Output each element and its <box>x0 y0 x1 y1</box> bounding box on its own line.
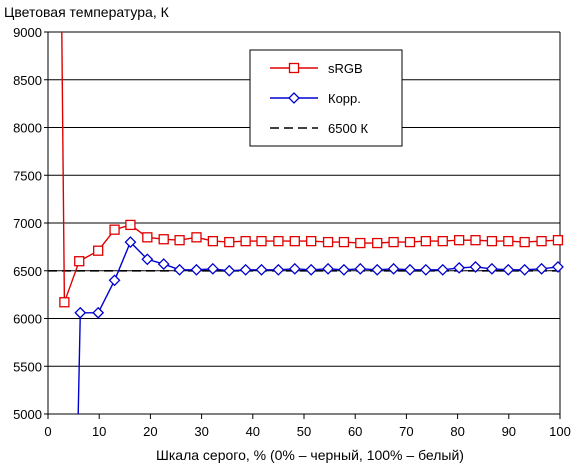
data-point <box>109 224 120 235</box>
data-point <box>206 262 219 275</box>
x-tick-label: 70 <box>399 424 413 439</box>
y-tick-label: 9000 <box>13 25 42 40</box>
data-point <box>355 237 366 249</box>
x-tick-label: 80 <box>450 424 464 439</box>
data-point <box>288 262 301 275</box>
x-tick-label: 30 <box>194 424 208 439</box>
data-point <box>388 236 399 248</box>
data-point <box>173 263 186 276</box>
data-point <box>190 263 203 276</box>
data-point <box>536 235 547 247</box>
data-point <box>372 237 383 249</box>
data-point <box>486 235 498 247</box>
data-point <box>223 264 236 277</box>
legend-swatch-marker <box>288 92 300 104</box>
data-point <box>142 232 153 243</box>
data-point <box>338 236 350 248</box>
data-point <box>437 235 448 247</box>
data-point <box>485 262 498 275</box>
data-point <box>305 263 318 276</box>
data-point <box>124 236 137 249</box>
data-point <box>93 245 104 256</box>
data-point <box>518 263 531 276</box>
legend-item: sRGB <box>270 61 363 76</box>
data-point <box>519 236 530 248</box>
data-point <box>174 235 185 246</box>
data-point <box>453 235 465 246</box>
data-point <box>503 235 514 247</box>
x-tick-label: 90 <box>502 424 516 439</box>
data-point <box>420 235 432 247</box>
data-point <box>306 235 317 247</box>
series-layer <box>48 31 564 414</box>
y-tick-label: 6500 <box>13 264 42 279</box>
legend-item: Корр. <box>270 91 361 106</box>
axes: 5000 5500 6000 6500 7000 7500 8000 8500 9000 0 10 2… <box>13 25 571 439</box>
data-point <box>322 236 334 248</box>
y-tick-label: 8500 <box>13 73 42 88</box>
data-point <box>289 235 300 247</box>
series-0 <box>59 31 564 308</box>
data-point <box>535 262 548 275</box>
data-point <box>141 253 154 266</box>
data-point <box>404 236 416 248</box>
series-1 <box>74 236 564 414</box>
data-point <box>387 262 400 275</box>
x-axis-title: Шкала серого, % (0% – черный, 100% – бел… <box>156 447 464 463</box>
data-point <box>59 297 70 308</box>
data-point <box>371 263 384 276</box>
data-point <box>108 274 121 287</box>
data-point <box>272 263 285 276</box>
x-tick-label: 20 <box>143 424 157 439</box>
y-tick-label: 7000 <box>13 216 42 231</box>
y-tick-label: 6000 <box>13 312 42 327</box>
data-point <box>157 258 170 270</box>
data-point <box>158 234 169 245</box>
legend-item: 6500 К <box>270 121 369 136</box>
data-point <box>436 263 449 276</box>
data-point <box>239 263 252 276</box>
legend-label: sRGB <box>328 61 363 76</box>
data-point <box>552 235 564 246</box>
x-tick-label: 10 <box>92 424 106 439</box>
data-point <box>255 263 268 276</box>
y-tick-label: 5000 <box>13 407 42 422</box>
data-point <box>338 263 350 276</box>
x-tick-label: 100 <box>549 424 571 439</box>
data-point <box>125 219 136 231</box>
data-point <box>74 306 87 319</box>
legend-label: 6500 К <box>328 121 369 136</box>
legend-label: Корр. <box>328 91 361 106</box>
data-point <box>191 232 202 243</box>
x-tick-label: 60 <box>348 424 362 439</box>
data-point <box>74 256 85 267</box>
data-point <box>469 261 482 273</box>
data-point <box>207 235 219 247</box>
y-tick-label: 8000 <box>13 121 42 136</box>
data-point <box>240 235 251 247</box>
y-tick-label: 5500 <box>13 359 42 374</box>
data-point <box>419 263 432 276</box>
data-point <box>273 235 284 247</box>
y-axis-title: Цветовая температура, К <box>4 4 170 20</box>
data-point <box>322 262 334 275</box>
data-point <box>453 261 466 274</box>
y-tick-label: 7500 <box>13 168 42 183</box>
data-point <box>404 263 416 276</box>
legend-swatch-marker <box>288 62 300 74</box>
data-point <box>354 262 367 275</box>
data-point <box>470 235 481 246</box>
x-tick-label: 50 <box>297 424 311 439</box>
x-tick-label: 0 <box>44 424 51 439</box>
data-point <box>552 261 564 273</box>
x-tick-label: 40 <box>246 424 260 439</box>
data-point <box>256 235 267 247</box>
data-point <box>502 263 515 276</box>
data-point <box>92 306 105 319</box>
data-point <box>224 236 235 248</box>
legend: sRGB Корр. 6500 К <box>249 49 403 147</box>
